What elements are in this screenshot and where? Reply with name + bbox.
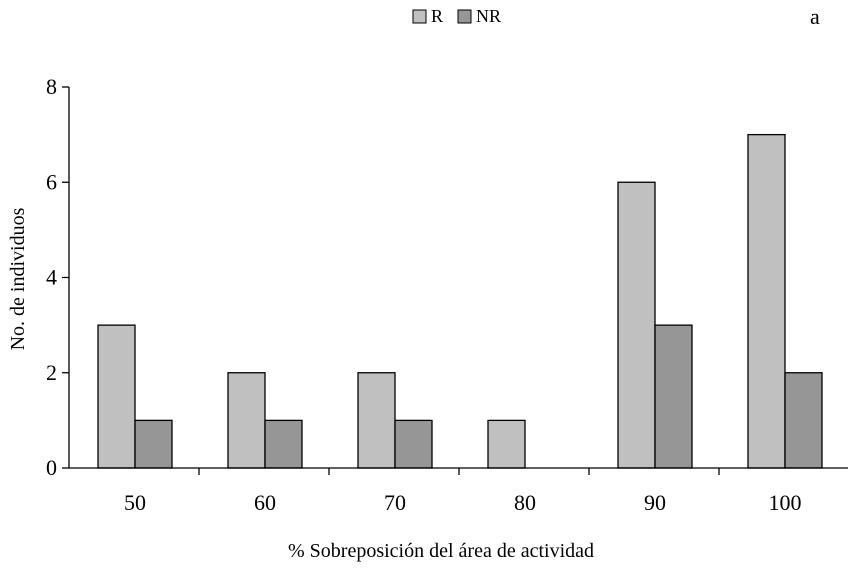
x-tick-label: 60 <box>254 490 276 515</box>
legend-swatch-nr <box>457 9 472 24</box>
legend-label-nr: NR <box>476 6 501 26</box>
axes-group: 0 2 4 6 8 50 60 70 80 90 100 <box>46 74 848 515</box>
bar-nr-50 <box>134 419 173 469</box>
bars-group <box>97 133 823 469</box>
bar-r-80 <box>487 419 526 469</box>
x-tick-label: 90 <box>644 490 666 515</box>
y-tick-label: 8 <box>46 74 57 99</box>
bar-r-90 <box>617 181 656 469</box>
bar-r-70 <box>357 372 396 469</box>
bar-nr-90 <box>654 324 693 469</box>
legend-swatch-r <box>412 9 427 24</box>
bar-nr-60 <box>264 419 303 469</box>
x-axis-title: % Sobreposición del área de actividad <box>288 540 594 562</box>
panel-label: a <box>810 4 820 29</box>
y-tick-label: 2 <box>46 360 57 385</box>
x-tick-label: 100 <box>769 490 802 515</box>
x-tick-label: 80 <box>514 490 536 515</box>
bar-nr-100 <box>784 372 823 469</box>
legend: R NR <box>412 6 501 26</box>
legend-label-r: R <box>431 6 443 26</box>
bar-r-100 <box>747 133 786 469</box>
bar-r-50 <box>97 324 136 469</box>
y-tick-label: 6 <box>46 169 57 194</box>
bar-r-60 <box>227 372 266 469</box>
x-tick-label: 50 <box>124 490 146 515</box>
y-axis-title: No. de individuos <box>7 207 29 350</box>
y-tick-label: 4 <box>46 265 57 290</box>
y-tick-label: 0 <box>46 455 57 480</box>
x-tick-label: 70 <box>384 490 406 515</box>
bar-nr-70 <box>394 419 433 469</box>
